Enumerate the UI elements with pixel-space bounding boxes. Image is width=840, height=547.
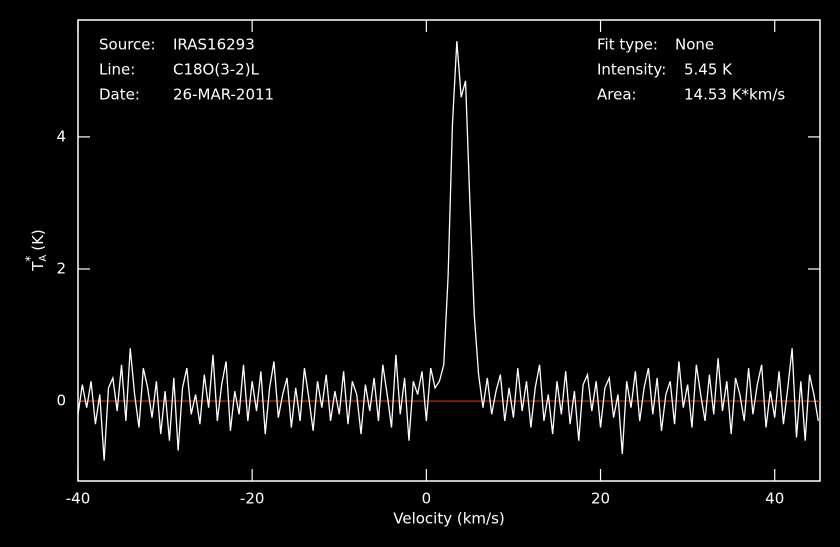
info-value: None [675,36,714,54]
x-axis-label: Velocity (km/s) [393,510,504,528]
x-tick-label: 40 [765,490,784,508]
info-value: IRAS16293 [173,36,255,54]
y-axis-label: TA* (K) [23,229,50,272]
plot-frame [77,19,821,482]
x-tick-label: 20 [591,490,610,508]
info-label: Line: [99,61,135,79]
info-label: Source: [99,36,156,54]
spectrum-line [77,41,819,461]
info-value: C18O(3-2)L [173,61,260,79]
x-tick-label: -40 [66,490,91,508]
x-tick-label: -20 [240,490,265,508]
x-tick-label: 0 [422,490,432,508]
info-label: Fit type: [597,36,658,54]
info-value: 5.45 K [684,61,733,79]
y-tick-label: 4 [56,127,66,145]
y-tick-label: 2 [56,259,66,277]
y-tick-label: 0 [56,392,66,410]
info-value: 14.53 K*km/s [684,86,785,104]
info-value: 26-MAR-2011 [173,86,274,104]
info-label: Date: [99,86,140,104]
y-label-sub: A [38,255,49,262]
y-label-symbol: T [29,261,47,272]
y-label-unit: (K) [29,229,47,251]
info-label: Intensity: [597,61,666,79]
info-label: Area: [597,86,637,104]
y-label-sup: * [23,256,37,262]
